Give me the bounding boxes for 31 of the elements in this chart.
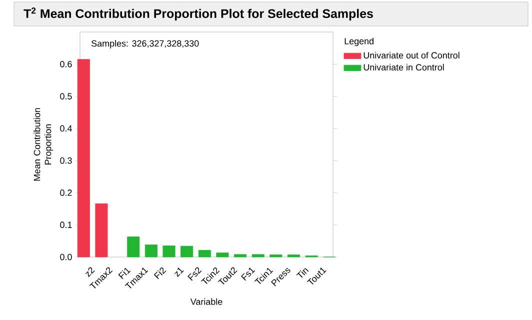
y-tick-label: 0.4 xyxy=(60,125,72,132)
x-tick-label: Fi2 xyxy=(154,267,166,280)
bar xyxy=(198,250,211,258)
y-tick-label: 0.1 xyxy=(60,222,72,228)
x-tick-label: z1 xyxy=(174,268,184,278)
bar xyxy=(162,246,176,258)
bar xyxy=(234,254,247,258)
legend-label: Univariate out of Control xyxy=(364,52,460,59)
y-axis-title: Mean Contribution Proportion xyxy=(34,108,53,181)
x-axis-title: Variable xyxy=(190,298,222,305)
bar xyxy=(287,254,300,258)
bar xyxy=(270,254,282,258)
bar xyxy=(252,254,264,258)
legend-label: Univariate in Control xyxy=(364,64,444,70)
x-tick-label: Fs2 xyxy=(188,267,202,281)
y-tick-label: 0.5 xyxy=(60,93,72,100)
annotation: Samples: 326,327,328,330 xyxy=(92,40,199,48)
bar xyxy=(180,246,194,258)
y-tick-label: 0.6 xyxy=(60,60,72,68)
y-tick-label: 0.0 xyxy=(60,254,72,260)
y-tick-label: 0.2 xyxy=(60,190,72,196)
x-tick-label: Tin xyxy=(296,268,309,278)
bar xyxy=(95,203,108,258)
bar xyxy=(77,59,90,258)
bar xyxy=(127,236,140,258)
x-tick-label: Fs1 xyxy=(240,268,256,281)
legend-title: Legend xyxy=(344,38,374,46)
bar xyxy=(144,244,158,258)
y-tick-label: 0.3 xyxy=(60,157,72,164)
chart-title: T$^{2}$ Mean Contribution Proportion Plot for Selected Samples xyxy=(24,7,373,20)
bar xyxy=(216,252,229,258)
